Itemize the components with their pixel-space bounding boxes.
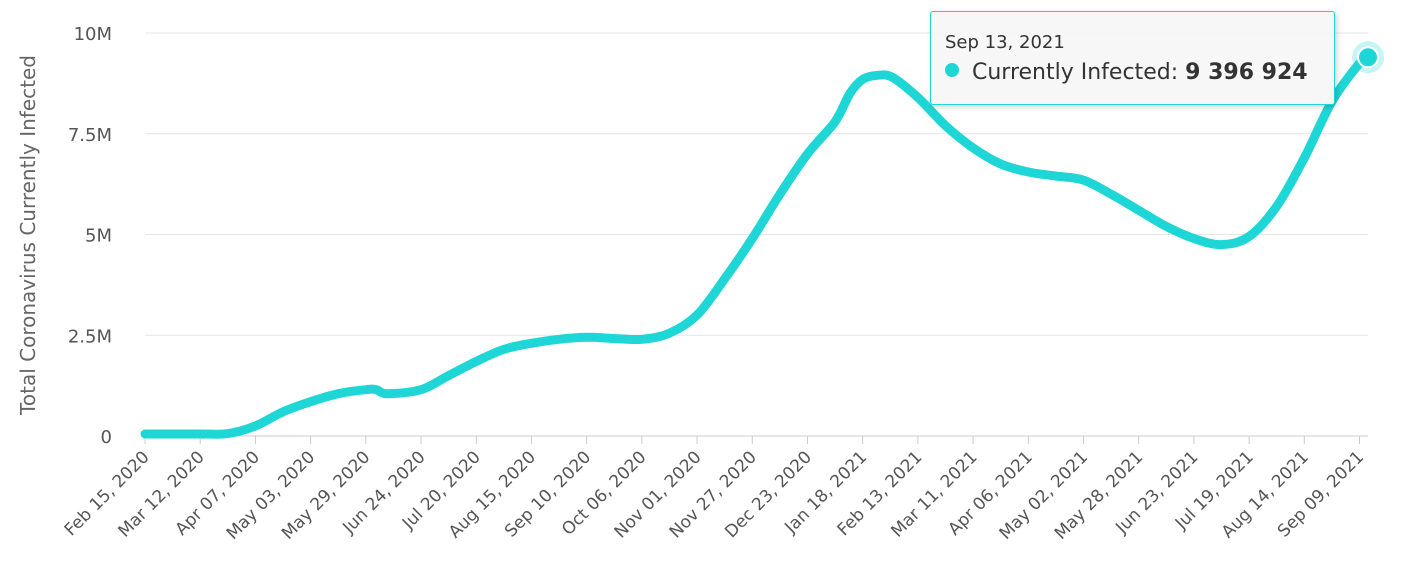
hover-point[interactable]: [1357, 46, 1379, 69]
y-tick-label: 7.5M: [68, 125, 112, 146]
y-tick-label: 10M: [74, 24, 112, 45]
tooltip: Sep 13, 2021 Currently Infected: 9 396 9…: [930, 11, 1335, 105]
y-axis: 0 2.5M 5M 7.5M 10M: [68, 24, 112, 448]
tooltip-value: 9 396 924: [1185, 60, 1308, 85]
y-axis-title: Total Coronavirus Currently Infected: [16, 55, 40, 416]
tooltip-row: Currently Infected: 9 396 924: [945, 60, 1308, 85]
series-line-currently-infected: [140, 52, 1373, 439]
y-tick-label: 5M: [85, 226, 112, 247]
series-layer: [140, 52, 1373, 439]
y-tick-label: 0: [101, 427, 112, 448]
y-tick-label: 2.5M: [68, 326, 112, 347]
series-dot-icon: [945, 63, 959, 77]
tooltip-series-label: Currently Infected:: [972, 60, 1179, 85]
hover-marker: [1352, 41, 1384, 74]
tooltip-date: Sep 13, 2021: [945, 32, 1065, 53]
